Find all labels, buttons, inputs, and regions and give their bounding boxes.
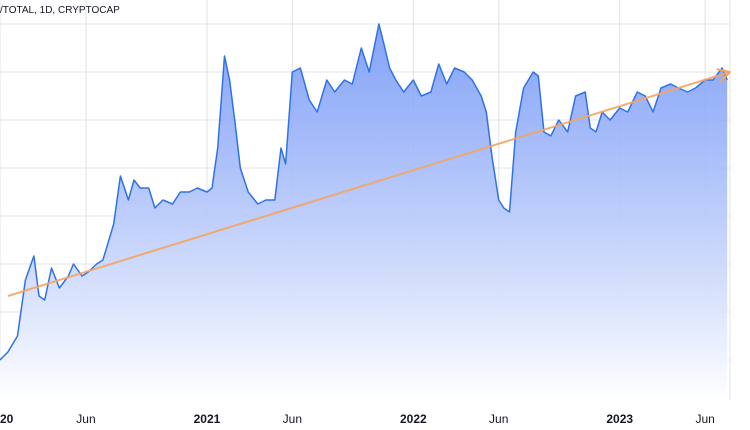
x-tick-label: 2023 bbox=[606, 412, 633, 426]
x-tick-label: Jun bbox=[283, 412, 302, 426]
trend-line bbox=[7, 71, 731, 297]
series-line bbox=[0, 23, 728, 361]
x-tick-label: Jun bbox=[695, 412, 714, 426]
trend-line-group bbox=[7, 68, 731, 297]
x-tick-label: 2021 bbox=[194, 412, 221, 426]
x-tick-label: 2022 bbox=[400, 412, 427, 426]
chart-title: /TOTAL, 1D, CRYPTOCAP bbox=[0, 5, 120, 16]
x-axis: 20 Jun 2021 Jun 2022 Jun 2023 Jun bbox=[0, 412, 715, 426]
x-tick-label: Jun bbox=[489, 412, 508, 426]
x-tick-label: 20 bbox=[0, 412, 14, 426]
trend-arrowhead bbox=[716, 68, 731, 83]
x-tick-label: Jun bbox=[76, 412, 95, 426]
series-area bbox=[0, 24, 728, 400]
